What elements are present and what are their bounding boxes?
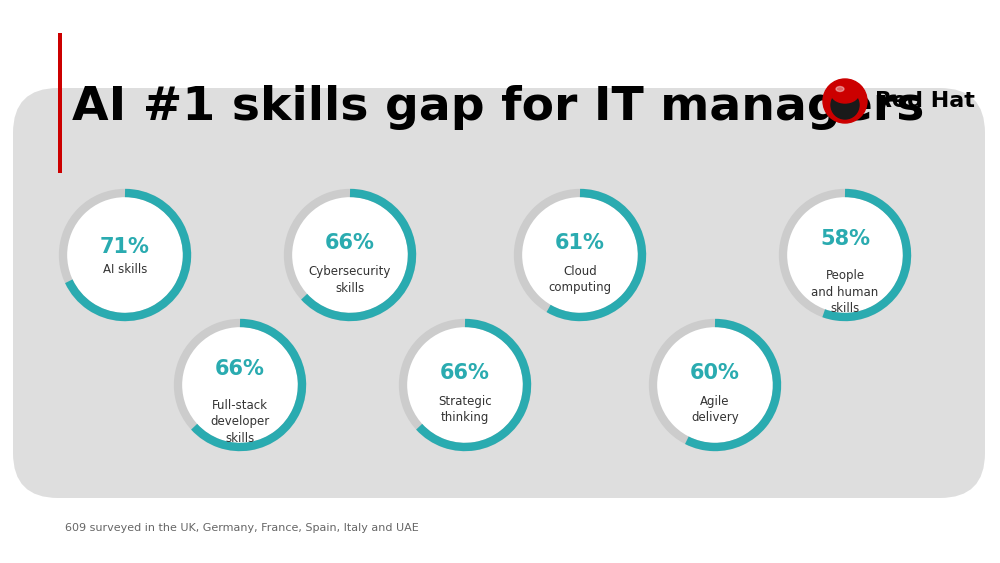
Circle shape [403,323,527,447]
Text: Cloud
computing: Cloud computing [548,265,612,294]
Circle shape [63,193,187,317]
Circle shape [823,79,867,123]
Circle shape [288,193,412,317]
FancyBboxPatch shape [13,88,985,498]
Text: 66%: 66% [325,233,375,253]
Text: People
and human
skills: People and human skills [811,269,879,315]
Text: 609 surveyed in the UK, Germany, France, Spain, Italy and UAE: 609 surveyed in the UK, Germany, France,… [65,523,419,533]
Text: 58%: 58% [820,229,870,249]
Circle shape [178,323,302,447]
Text: Red Hat: Red Hat [875,91,975,111]
Ellipse shape [831,83,859,103]
Text: AI skills: AI skills [103,263,147,276]
Ellipse shape [836,87,844,92]
FancyBboxPatch shape [58,33,62,173]
Text: 61%: 61% [555,233,605,253]
Circle shape [783,193,907,317]
Text: Cybersecurity
skills: Cybersecurity skills [309,265,391,294]
Text: AI #1 skills gap for IT managers: AI #1 skills gap for IT managers [72,86,924,131]
Text: 60%: 60% [690,363,740,383]
Text: 66%: 66% [215,359,265,379]
Text: 71%: 71% [100,237,150,257]
Circle shape [518,193,642,317]
Circle shape [653,323,777,447]
Text: Strategic
thinking: Strategic thinking [438,395,492,425]
Circle shape [831,91,859,119]
Text: Full-stack
developer
skills: Full-stack developer skills [210,399,270,445]
Text: Agile
delivery: Agile delivery [691,395,739,425]
Text: 66%: 66% [440,363,490,383]
